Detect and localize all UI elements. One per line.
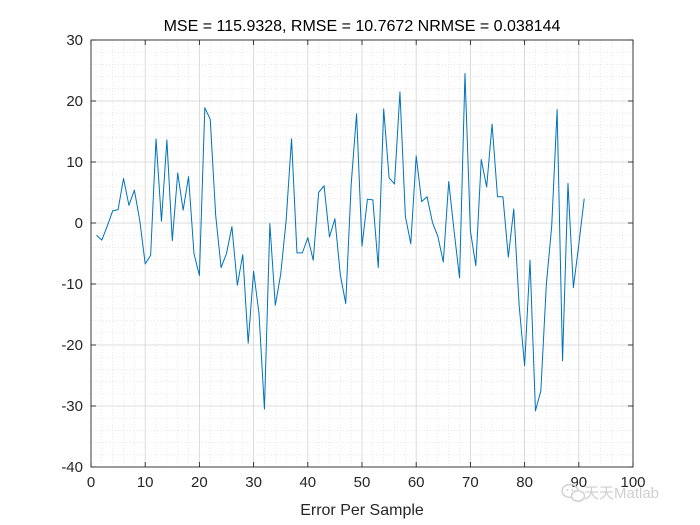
x-tick-label: 90 bbox=[570, 474, 587, 491]
series-line bbox=[96, 73, 585, 412]
x-tick-label: 100 bbox=[620, 474, 645, 491]
x-tick-labels: 0 10 20 30 40 50 60 70 80 90 100 bbox=[87, 474, 646, 491]
x-tick-label: 80 bbox=[516, 474, 533, 491]
x-tick-label: 50 bbox=[354, 474, 371, 491]
x-tick-label: 60 bbox=[408, 474, 425, 491]
y-tick-label: -20 bbox=[61, 337, 83, 354]
x-tick-label: 30 bbox=[245, 474, 262, 491]
y-tick-label: 30 bbox=[66, 32, 83, 49]
wechat-icon bbox=[561, 483, 586, 502]
watermark: 天天Matlab bbox=[561, 483, 659, 502]
x-axis-label: Error Per Sample bbox=[300, 502, 424, 519]
y-tick-label: -40 bbox=[61, 459, 83, 476]
x-tick-label: 10 bbox=[137, 474, 154, 491]
x-tick-label: 20 bbox=[191, 474, 208, 491]
y-tick-label: 20 bbox=[66, 93, 83, 110]
tick-marks bbox=[90, 39, 634, 468]
series-layer bbox=[96, 73, 585, 412]
x-tick-label: 0 bbox=[87, 474, 95, 491]
x-tick-label: 40 bbox=[299, 474, 316, 491]
y-tick-label: 0 bbox=[75, 215, 83, 232]
y-tick-labels: -40 -30 -20 -10 0 10 20 30 bbox=[61, 32, 83, 476]
watermark-text: 天天Matlab bbox=[584, 485, 659, 502]
y-tick-label: -10 bbox=[61, 276, 83, 293]
chart-title: MSE = 115.9328, RMSE = 10.7672 NRMSE = 0… bbox=[164, 18, 561, 35]
x-tick-label: 70 bbox=[462, 474, 479, 491]
y-tick-label: -30 bbox=[61, 398, 83, 415]
y-tick-label: 10 bbox=[66, 154, 83, 171]
